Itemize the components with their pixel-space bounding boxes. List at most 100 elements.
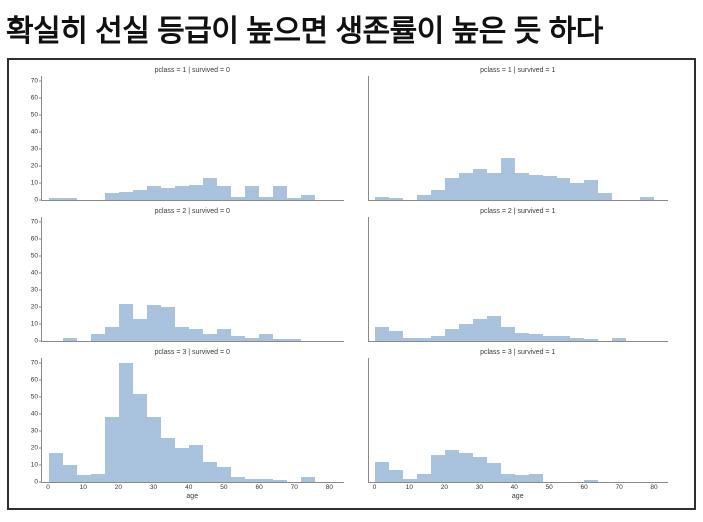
histogram-bar	[245, 186, 260, 200]
histogram-bar	[584, 339, 599, 341]
panel-title: pclass = 3 | survived = 1	[480, 349, 556, 356]
panel-title: pclass = 1 | survived = 1	[480, 67, 556, 74]
histogram-bar	[49, 198, 64, 200]
histogram-panel: pclass = 2 | survived = 1	[352, 206, 695, 344]
plot-area	[367, 76, 668, 201]
histogram-bar	[119, 191, 134, 200]
y-tick-label: 70	[30, 358, 38, 366]
histogram-bar	[273, 480, 288, 482]
panel-title: pclass = 2 | survived = 1	[480, 208, 556, 215]
y-tick-mark	[39, 447, 42, 449]
histogram-bar	[203, 334, 218, 341]
histogram-bar	[259, 196, 274, 200]
panel-title: pclass = 2 | survived = 0	[154, 208, 230, 215]
histogram-bar	[133, 318, 148, 341]
y-tick-mark	[39, 464, 42, 466]
y-tick-mark	[39, 396, 42, 398]
histogram-bar	[417, 337, 432, 341]
histogram-bar	[640, 196, 655, 200]
histogram-panel: pclass = 3 | survived = 0 0 10 20 30 40 50 60 70…	[9, 347, 352, 507]
y-tick-mark	[39, 114, 42, 116]
x-tick-label: 60	[580, 484, 588, 491]
y-tick-label: 20	[30, 302, 38, 310]
histogram-bar	[245, 478, 260, 482]
histogram-bar	[147, 417, 162, 482]
x-tick-label: 0	[46, 484, 50, 491]
histogram-bar	[459, 324, 473, 341]
histogram-bar	[417, 194, 432, 200]
histogram-bar	[273, 339, 288, 341]
histogram-panel: pclass = 1 | survived = 0 0 10 20 30 40 50 60 70	[9, 65, 352, 203]
y-tick-mark	[39, 379, 42, 381]
plot-area	[367, 358, 668, 483]
histogram-bar	[500, 157, 515, 200]
plot-area: 0 10 20 30 40 50 60 70	[31, 217, 344, 343]
y-tick-label: 40	[30, 268, 38, 276]
histogram-bar	[542, 335, 557, 341]
y-tick-label: 60	[30, 93, 38, 101]
histogram-bar	[189, 329, 204, 341]
histogram-bar	[231, 335, 246, 341]
histogram-bar	[63, 337, 78, 341]
histogram-bar	[598, 193, 613, 200]
y-tick-mark	[39, 362, 42, 364]
x-tick-label: 40	[510, 484, 518, 491]
plot-area: 0 10 20 30 40 50 60 70	[31, 358, 344, 484]
histogram-bar	[287, 339, 302, 341]
panel-title: pclass = 1 | survived = 0	[154, 67, 230, 74]
histogram-bar	[259, 334, 274, 341]
histogram-bar	[612, 337, 627, 341]
y-tick-mark	[39, 340, 42, 342]
histogram-bar	[273, 186, 288, 200]
y-tick-mark	[39, 199, 42, 201]
histogram-bar	[500, 327, 515, 341]
facet-grid-figure: pclass = 1 | survived = 0 0 10 20 30 40 50 60 70…	[7, 58, 696, 510]
x-axis-label: age	[511, 493, 524, 500]
histogram-bar	[301, 194, 316, 200]
y-tick-mark	[39, 182, 42, 184]
histogram-bar	[161, 307, 176, 341]
histogram-bar	[175, 448, 190, 482]
y-tick-label: 50	[30, 110, 38, 118]
histogram-bar	[542, 176, 557, 200]
histogram-bar	[389, 470, 404, 482]
histogram-bar	[147, 305, 162, 341]
y-tick-mark	[39, 97, 42, 99]
histogram-bar	[245, 337, 260, 341]
histogram-bar	[431, 189, 446, 200]
histogram-bar	[375, 461, 390, 482]
histogram-bar	[91, 473, 106, 482]
histogram-bar	[133, 393, 148, 482]
y-tick-mark	[39, 413, 42, 415]
x-tick-label: 10	[79, 484, 87, 491]
histogram-bar	[77, 475, 92, 482]
y-tick-mark	[39, 289, 42, 291]
y-tick-label: 40	[30, 409, 38, 417]
x-tick-label: 50	[220, 484, 228, 491]
y-tick-mark	[39, 80, 42, 82]
histogram-bar	[514, 332, 529, 341]
y-tick-label: 10	[30, 319, 38, 327]
x-tick-label: 10	[405, 484, 414, 491]
y-tick-label: 30	[30, 285, 38, 293]
histogram-bar	[514, 172, 529, 200]
histogram-bar	[105, 193, 120, 200]
y-tick-label: 50	[30, 251, 38, 259]
histogram-bar	[459, 453, 473, 482]
histogram-bar	[175, 186, 190, 200]
histogram-bar	[301, 476, 316, 482]
histogram-bar	[556, 177, 571, 200]
histogram-bar	[217, 466, 232, 482]
y-tick-label: 30	[30, 144, 38, 152]
histogram-bar	[445, 449, 460, 482]
y-tick-mark	[39, 148, 42, 150]
histogram-bar	[63, 465, 78, 482]
histogram-bar	[445, 177, 460, 200]
histogram-bar	[472, 169, 487, 200]
histogram-bar	[161, 437, 176, 482]
x-tick-label: 80	[325, 484, 334, 491]
y-tick-label: 20	[30, 161, 38, 169]
x-tick-label: 80	[650, 484, 658, 491]
histogram-bar	[514, 475, 529, 482]
histogram-bar	[133, 189, 148, 200]
